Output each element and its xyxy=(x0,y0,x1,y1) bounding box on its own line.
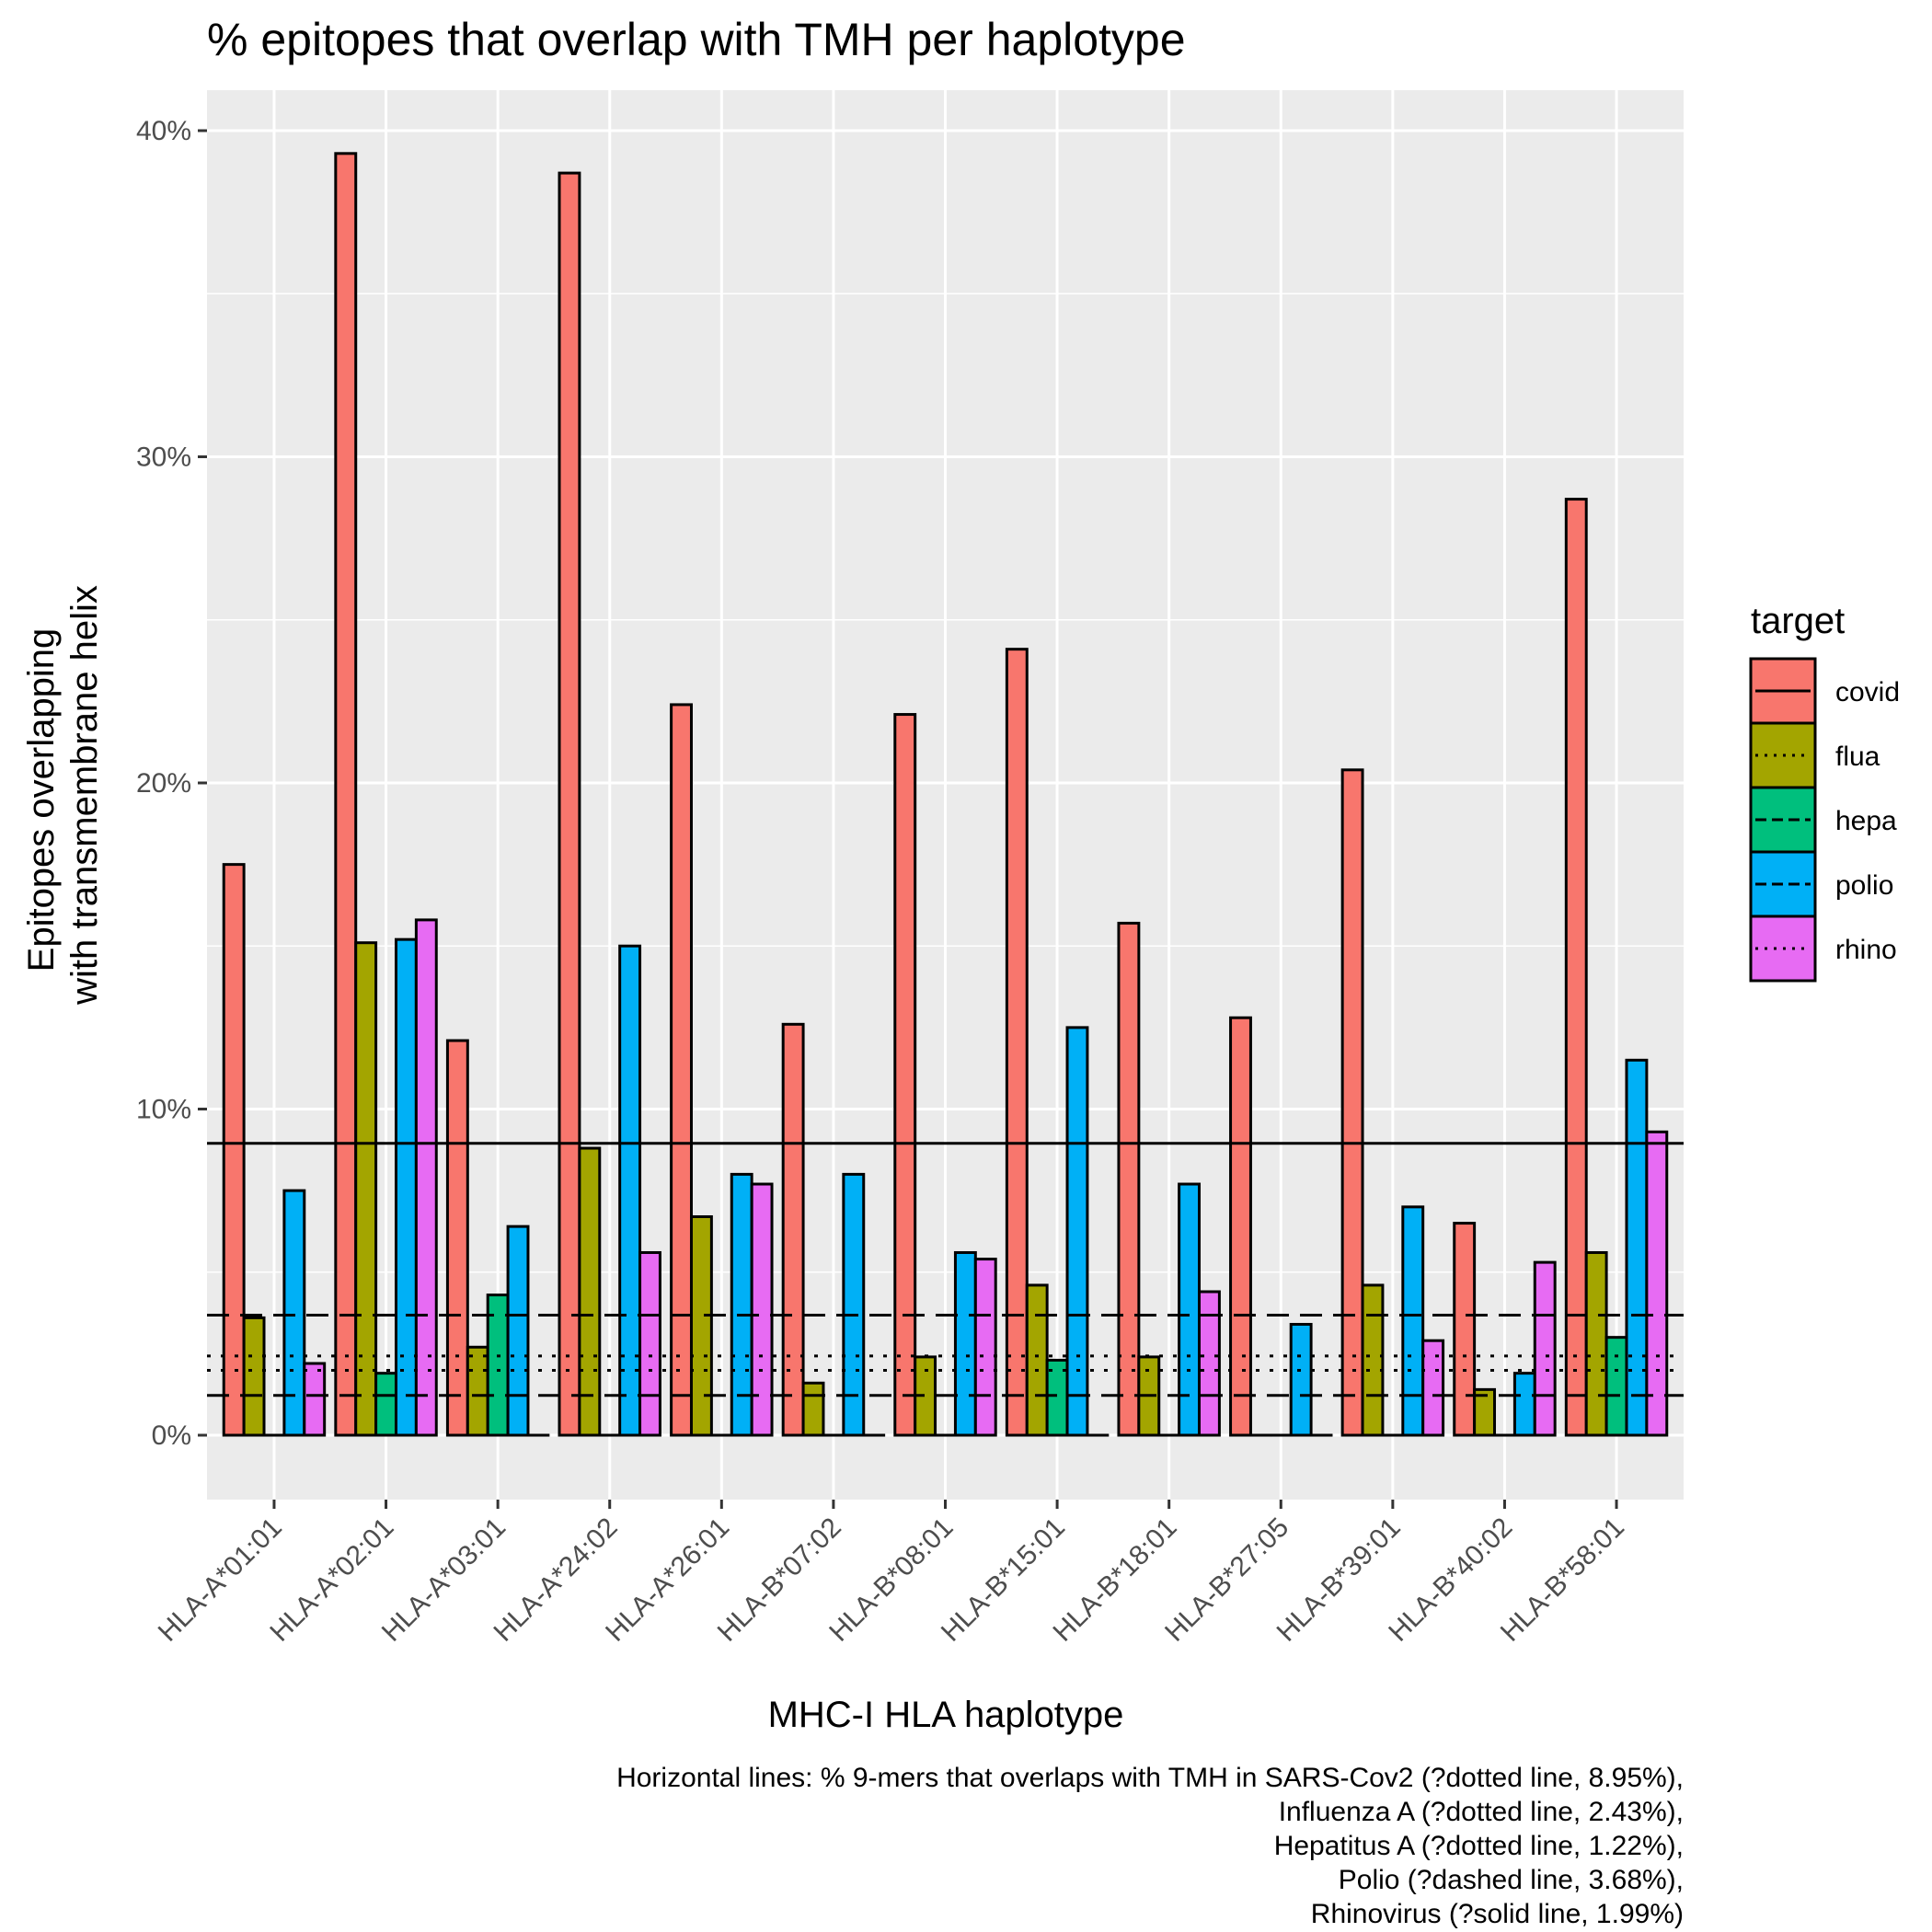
bar-flua xyxy=(689,1214,713,1437)
bar-flua xyxy=(578,1146,602,1437)
legend-label-polio: polio xyxy=(1835,870,1893,901)
bar-rhino xyxy=(1533,1260,1557,1437)
bar-covid xyxy=(670,703,693,1437)
x-axis-title: MHC-I HLA haplotype xyxy=(768,1695,1124,1735)
bars xyxy=(222,152,1669,1437)
bar-flua xyxy=(354,941,378,1437)
bar-rhino xyxy=(638,1250,661,1437)
bar-flua xyxy=(1584,1250,1608,1437)
caption-line: Rhinovirus (?solid line, 1.99%) xyxy=(1311,1899,1684,1929)
caption-line: Influenza A (?dotted line, 2.43%), xyxy=(1279,1797,1684,1827)
bar-rhino xyxy=(1198,1290,1221,1437)
caption-line: Horizontal lines: % 9-mers that overlaps… xyxy=(616,1763,1684,1793)
y-tick-label: 0% xyxy=(152,1420,191,1451)
legend-label-flua: flua xyxy=(1835,742,1880,772)
bar-covid xyxy=(781,1022,805,1437)
bar-polio xyxy=(1401,1205,1425,1437)
bar-polio xyxy=(1289,1322,1313,1437)
y-tick-label: 40% xyxy=(136,116,191,146)
y-tick-label: 20% xyxy=(136,768,191,799)
bar-flua xyxy=(1361,1283,1385,1437)
bar-hepa xyxy=(1604,1336,1628,1437)
legend-label-hepa: hepa xyxy=(1835,806,1897,836)
bar-flua xyxy=(242,1316,266,1437)
bar-covid xyxy=(1117,921,1141,1437)
bar-covid xyxy=(1340,768,1364,1437)
y-tick-label: 30% xyxy=(136,443,191,473)
bar-polio xyxy=(282,1189,306,1437)
bar-covid xyxy=(1453,1222,1477,1437)
caption: Horizontal lines: % 9-mers that overlaps… xyxy=(616,1763,1684,1929)
bar-rhino xyxy=(414,918,438,1437)
y-tick-label: 10% xyxy=(136,1095,191,1125)
legend: target covid flua hepa polio rhino xyxy=(1749,601,1900,983)
caption-line: Hepatitus A (?dotted line, 1.22%), xyxy=(1274,1831,1684,1861)
bar-rhino xyxy=(303,1362,327,1437)
bar-covid xyxy=(222,863,246,1437)
bar-polio xyxy=(1512,1372,1536,1437)
bar-polio xyxy=(953,1250,977,1437)
reference-lines xyxy=(207,1142,1684,1397)
bar-flua xyxy=(801,1381,825,1437)
legend-label-covid: covid xyxy=(1835,677,1900,707)
bar-covid xyxy=(1005,648,1029,1437)
bar-polio xyxy=(1178,1182,1202,1437)
bar-covid xyxy=(445,1039,469,1437)
bar-covid xyxy=(334,152,358,1437)
caption-line: Polio (?dashed line, 3.68%), xyxy=(1339,1865,1684,1895)
legend-title: target xyxy=(1751,601,1845,641)
bar-covid xyxy=(893,713,917,1437)
bar-covid xyxy=(558,171,581,1437)
bar-rhino xyxy=(973,1258,997,1437)
bar-flua xyxy=(1473,1387,1497,1437)
chart-title: % epitopes that overlap with TMH per hap… xyxy=(207,14,1186,65)
bar-polio xyxy=(1625,1058,1649,1437)
bar-covid xyxy=(1564,498,1588,1437)
y-axis-title-line-1: Epitopes overlapping xyxy=(21,628,62,972)
y-axis-title-line-2: with transmembrane helix xyxy=(64,585,105,1006)
bar-polio xyxy=(1065,1026,1089,1437)
bar-hepa xyxy=(374,1372,397,1437)
bar-covid xyxy=(1229,1016,1252,1437)
legend-label-rhino: rhino xyxy=(1835,935,1897,965)
bar-polio xyxy=(506,1225,530,1437)
y-axis-title: Epitopes overlapping with transmembrane … xyxy=(21,585,105,1006)
bar-rhino xyxy=(1421,1339,1445,1437)
bar-flua xyxy=(466,1345,489,1437)
bar-rhino xyxy=(1645,1130,1669,1437)
bar-flua xyxy=(1025,1283,1049,1437)
grid-lines xyxy=(207,90,1684,1500)
bar-polio xyxy=(618,944,642,1437)
bar-rhino xyxy=(750,1182,774,1437)
bar-polio xyxy=(394,937,418,1437)
